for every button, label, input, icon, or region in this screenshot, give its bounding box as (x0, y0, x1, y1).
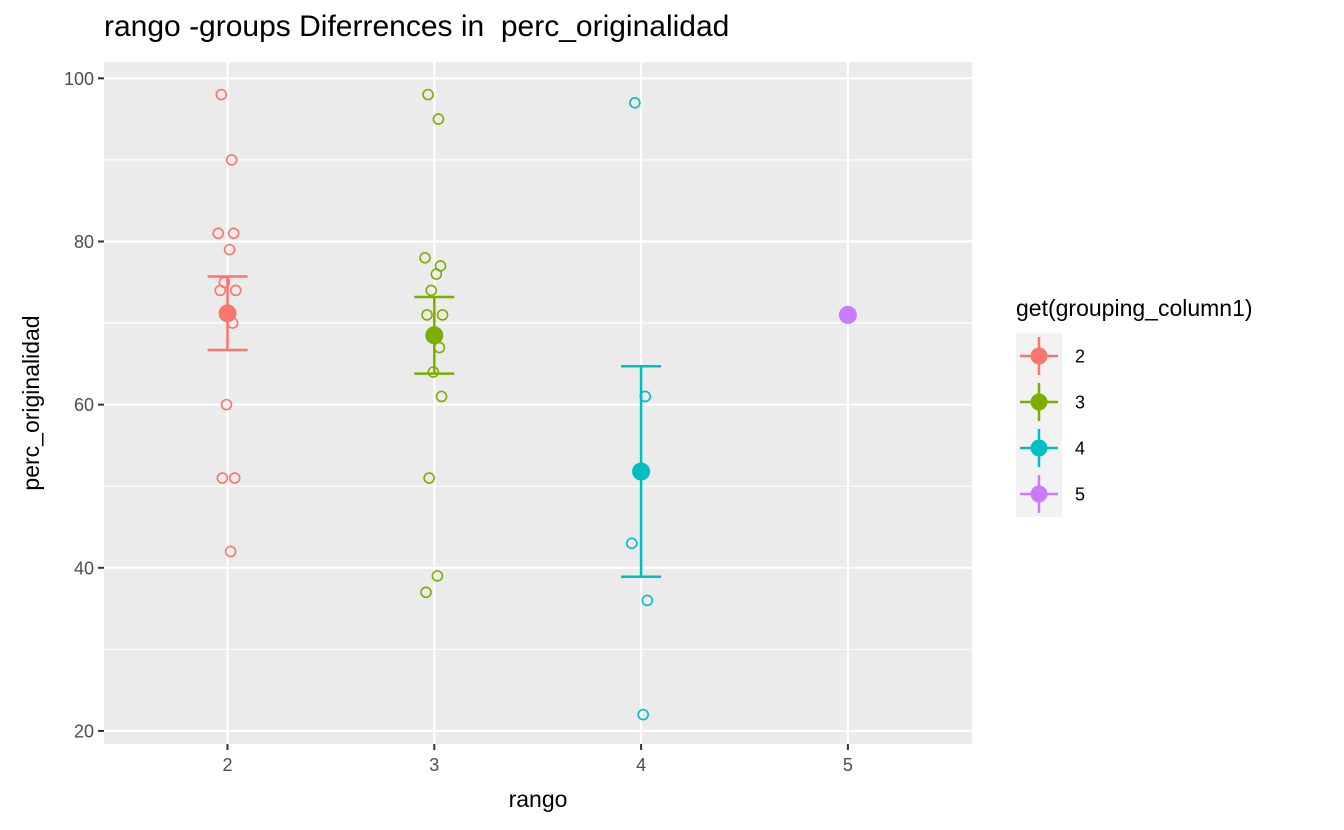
mean-point (425, 326, 444, 345)
raw-point (436, 309, 449, 321)
grid-minor (104, 159, 972, 650)
grid-major (104, 62, 972, 744)
raw-point (215, 88, 228, 101)
legend-key-dot (1030, 393, 1048, 411)
raw-point (435, 390, 448, 403)
raw-point (224, 545, 237, 558)
plot-panel (104, 62, 972, 744)
raw-point (419, 251, 431, 264)
mean-points (218, 304, 857, 481)
y-tick-label: 60 (74, 395, 94, 415)
raw-points (212, 88, 654, 721)
legend: get(grouping_column1) 2 3 4 5 (1016, 295, 1253, 517)
raw-point (214, 284, 227, 297)
raw-point (216, 472, 229, 484)
y-axis-title: perc_originalidad (18, 315, 44, 490)
mean-point (632, 462, 651, 481)
y-tick-label: 80 (74, 232, 94, 252)
raw-point (229, 284, 242, 297)
raw-point (212, 227, 224, 240)
x-axis-title: rango (509, 786, 568, 812)
y-tick-label: 20 (74, 721, 94, 741)
chart-title: rango -groups Diferrences in perc_origin… (104, 10, 730, 43)
raw-point (637, 708, 649, 721)
raw-point (421, 309, 433, 321)
raw-point (420, 586, 432, 599)
y-tick-label: 40 (74, 558, 94, 578)
x-tick-label: 5 (843, 755, 853, 775)
raw-point (227, 227, 240, 240)
x-tick-label: 4 (636, 755, 646, 775)
legend-entry-label: 4 (1075, 439, 1085, 459)
raw-point (432, 113, 445, 125)
legend-key-dot (1030, 485, 1048, 503)
raw-point (220, 398, 233, 411)
x-tick-label: 2 (222, 755, 232, 775)
x-axis: 2 3 4 5 (222, 744, 853, 775)
raw-point (430, 268, 443, 280)
legend-entry-label: 3 (1075, 393, 1085, 413)
legend-title: get(grouping_column1) (1016, 295, 1253, 321)
legend-key-dot (1030, 347, 1048, 365)
raw-point (225, 154, 238, 166)
x-tick-label: 3 (429, 755, 439, 775)
mean-point (218, 304, 237, 323)
raw-point (223, 243, 236, 256)
raw-point (422, 88, 434, 101)
y-axis: 20 40 60 80 100 (64, 69, 104, 741)
raw-point (629, 96, 641, 109)
legend-entry-label: 2 (1075, 347, 1085, 367)
raw-point (625, 537, 638, 550)
mean-point (838, 305, 857, 324)
raw-point (425, 284, 437, 297)
raw-point (641, 594, 654, 607)
legend-entry-label: 5 (1075, 485, 1085, 505)
raw-point (423, 472, 435, 484)
legend-key-dot (1030, 439, 1048, 457)
raw-point (431, 570, 444, 582)
raw-point (228, 472, 241, 484)
y-tick-label: 100 (64, 69, 94, 89)
